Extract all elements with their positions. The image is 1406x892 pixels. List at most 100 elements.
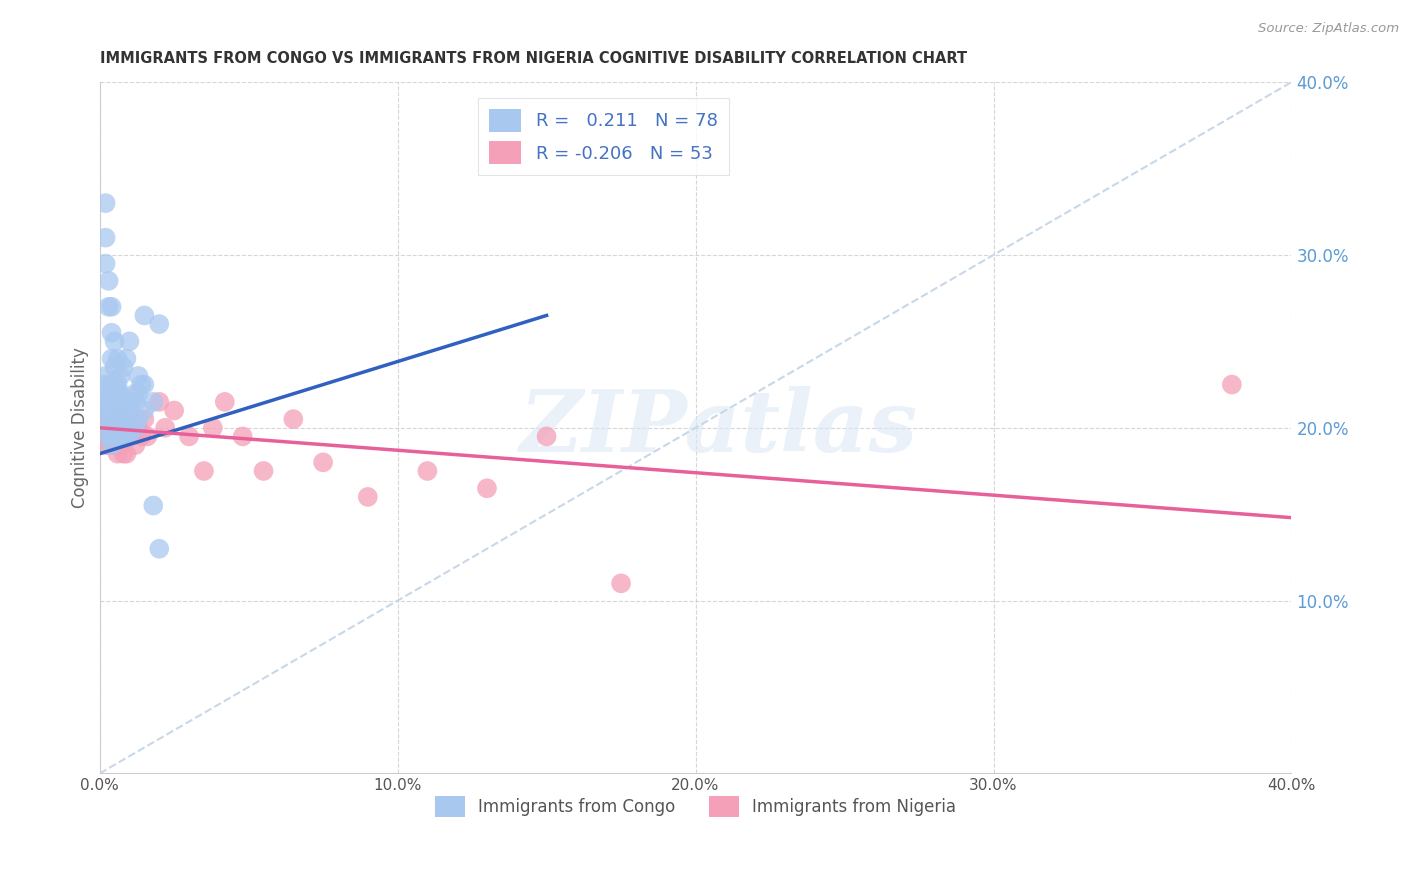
Point	[475, 481, 498, 495]
Point	[112, 395, 135, 409]
Point	[97, 429, 120, 443]
Point	[118, 395, 141, 409]
Point	[115, 429, 138, 443]
Point	[124, 421, 146, 435]
Point	[107, 351, 129, 366]
Text: IMMIGRANTS FROM CONGO VS IMMIGRANTS FROM NIGERIA COGNITIVE DISABILITY CORRELATIO: IMMIGRANTS FROM CONGO VS IMMIGRANTS FROM…	[100, 51, 967, 66]
Point	[100, 429, 122, 443]
Point	[110, 403, 132, 417]
Point	[100, 403, 122, 417]
Point	[103, 377, 125, 392]
Legend: Immigrants from Congo, Immigrants from Nigeria: Immigrants from Congo, Immigrants from N…	[429, 789, 963, 824]
Point	[94, 230, 117, 244]
Point	[100, 421, 122, 435]
Point	[100, 429, 122, 443]
Point	[103, 386, 125, 401]
Point	[100, 438, 122, 452]
Point	[97, 429, 120, 443]
Point	[193, 464, 215, 478]
Point	[536, 429, 558, 443]
Point	[110, 403, 132, 417]
Point	[148, 541, 170, 556]
Point	[142, 499, 165, 513]
Point	[252, 464, 274, 478]
Point	[97, 421, 120, 435]
Point	[107, 386, 129, 401]
Point	[312, 455, 335, 469]
Point	[112, 447, 135, 461]
Point	[97, 300, 120, 314]
Point	[103, 429, 125, 443]
Point	[112, 421, 135, 435]
Point	[110, 429, 132, 443]
Point	[124, 386, 146, 401]
Point	[97, 421, 120, 435]
Point	[94, 386, 117, 401]
Point	[94, 438, 117, 452]
Point	[91, 429, 114, 443]
Point	[127, 368, 149, 383]
Point	[103, 395, 125, 409]
Point	[107, 412, 129, 426]
Point	[100, 377, 122, 392]
Point	[100, 395, 122, 409]
Point	[134, 403, 156, 417]
Point	[131, 429, 153, 443]
Point	[134, 412, 156, 426]
Point	[155, 421, 177, 435]
Point	[136, 429, 159, 443]
Point	[107, 403, 129, 417]
Point	[94, 257, 117, 271]
Point	[112, 421, 135, 435]
Point	[163, 403, 186, 417]
Point	[110, 421, 132, 435]
Point	[127, 421, 149, 435]
Point	[97, 438, 120, 452]
Point	[103, 403, 125, 417]
Point	[124, 438, 146, 452]
Point	[118, 412, 141, 426]
Point	[110, 368, 132, 383]
Point	[112, 360, 135, 375]
Point	[97, 395, 120, 409]
Point	[91, 412, 114, 426]
Point	[103, 438, 125, 452]
Text: Source: ZipAtlas.com: Source: ZipAtlas.com	[1258, 22, 1399, 36]
Point	[148, 395, 170, 409]
Text: ZIPatlas: ZIPatlas	[520, 386, 918, 469]
Point	[110, 438, 132, 452]
Point	[110, 386, 132, 401]
Point	[103, 421, 125, 435]
Point	[97, 274, 120, 288]
Point	[107, 395, 129, 409]
Point	[232, 429, 254, 443]
Point	[107, 429, 129, 443]
Point	[134, 309, 156, 323]
Point	[100, 351, 122, 366]
Point	[103, 412, 125, 426]
Point	[110, 412, 132, 426]
Point	[94, 429, 117, 443]
Point	[177, 429, 200, 443]
Point	[100, 438, 122, 452]
Point	[103, 334, 125, 349]
Point	[100, 300, 122, 314]
Point	[121, 421, 143, 435]
Point	[103, 360, 125, 375]
Point	[94, 421, 117, 435]
Point	[115, 403, 138, 417]
Point	[103, 429, 125, 443]
Point	[127, 386, 149, 401]
Point	[118, 429, 141, 443]
Point	[142, 395, 165, 409]
Point	[107, 421, 129, 435]
Point	[118, 403, 141, 417]
Point	[201, 421, 224, 435]
Point	[131, 377, 153, 392]
Point	[118, 334, 141, 349]
Point	[110, 421, 132, 435]
Point	[134, 377, 156, 392]
Point	[107, 412, 129, 426]
Point	[1220, 377, 1243, 392]
Point	[416, 464, 439, 478]
